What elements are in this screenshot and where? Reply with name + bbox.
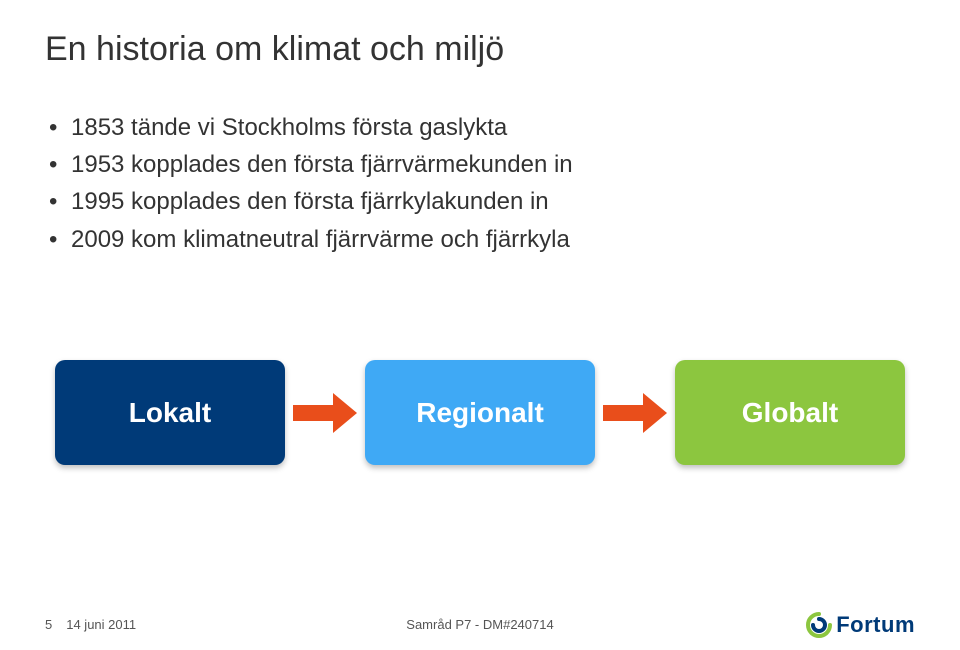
arrow-icon [603, 393, 667, 433]
bullet-item: 2009 kom klimatneutral fjärrvärme och fj… [53, 221, 915, 258]
arrow-icon [293, 393, 357, 433]
flow-card-regionalt: Regionalt [365, 360, 595, 465]
bullet-item: 1953 kopplades den första fjärrvärmekund… [53, 146, 915, 183]
flow-card-globalt: Globalt [675, 360, 905, 465]
flow-card-lokalt: Lokalt [55, 360, 285, 465]
bullet-list: 1853 tände vi Stockholms första gaslykta… [53, 109, 915, 258]
fortum-swirl-icon [806, 612, 832, 638]
bullet-item: 1995 kopplades den första fjärrkylakunde… [53, 183, 915, 220]
page-title: En historia om klimat och miljö [45, 30, 915, 69]
logo-text: Fortum [836, 612, 915, 638]
bullet-item: 1853 tände vi Stockholms första gaslykta [53, 109, 915, 146]
slide: En historia om klimat och miljö 1853 tän… [0, 0, 960, 650]
logo: Fortum [806, 612, 915, 638]
flow-diagram: Lokalt Regionalt Globalt [0, 360, 960, 465]
